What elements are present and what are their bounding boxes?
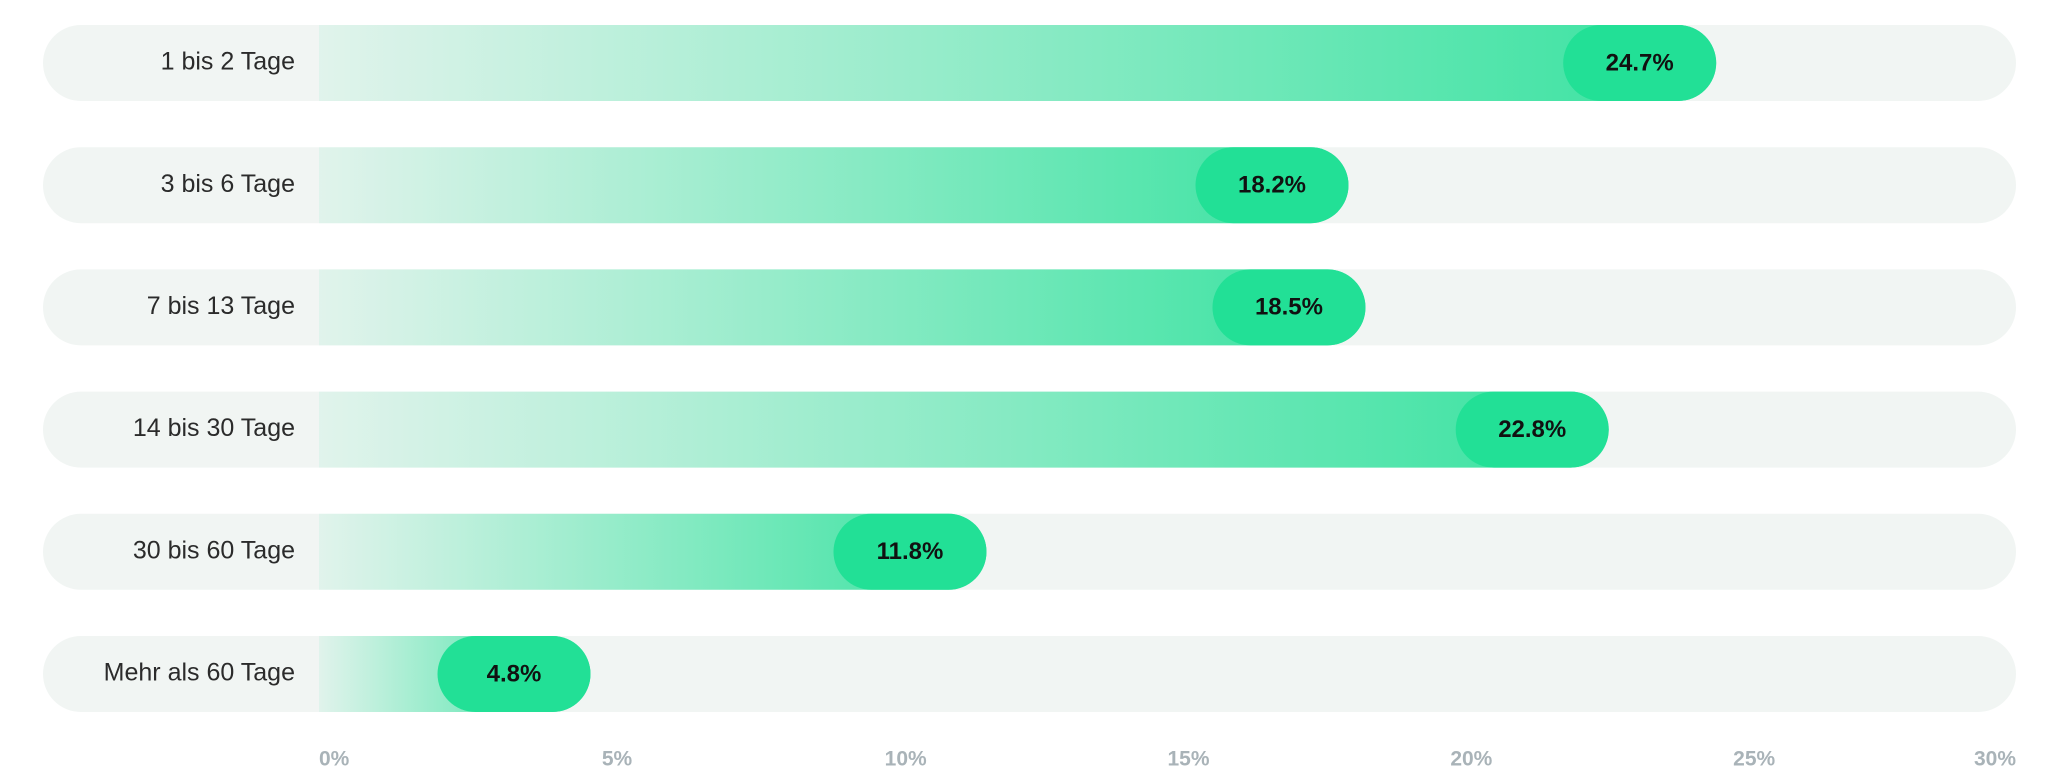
category-label: 3 bis 6 Tage xyxy=(161,170,295,198)
bar xyxy=(319,391,1609,468)
x-tick-label: 5% xyxy=(602,748,633,771)
x-tick-label: 30% xyxy=(1974,748,2016,771)
x-tick-label: 15% xyxy=(1168,748,1210,771)
value-label: 11.8% xyxy=(877,538,944,565)
bar xyxy=(319,269,1366,346)
bar xyxy=(319,147,1349,224)
value-pill xyxy=(1212,269,1366,346)
x-tick-label: 25% xyxy=(1733,748,1775,771)
value-pill xyxy=(437,636,591,712)
category-label: 7 bis 13 Tage xyxy=(147,292,295,320)
value-label: 22.8% xyxy=(1498,416,1566,443)
x-tick-label: 20% xyxy=(1450,748,1492,771)
bar xyxy=(319,25,1717,101)
value-label: 18.5% xyxy=(1255,294,1323,321)
x-tick-label: 10% xyxy=(885,748,927,771)
value-pill xyxy=(1195,147,1349,224)
category-label: Mehr als 60 Tage xyxy=(104,659,295,687)
x-tick-label: 0% xyxy=(319,748,350,771)
value-label: 4.8% xyxy=(487,660,542,687)
bar xyxy=(319,513,987,590)
value-label: 24.7% xyxy=(1606,49,1674,76)
value-pill xyxy=(1563,25,1717,101)
category-label: 14 bis 30 Tage xyxy=(133,414,295,442)
value-pill xyxy=(1455,391,1609,468)
category-label: 1 bis 2 Tage xyxy=(161,48,295,76)
value-label: 18.2% xyxy=(1238,172,1306,199)
value-pill xyxy=(833,513,987,590)
category-label: 30 bis 60 Tage xyxy=(133,536,295,564)
